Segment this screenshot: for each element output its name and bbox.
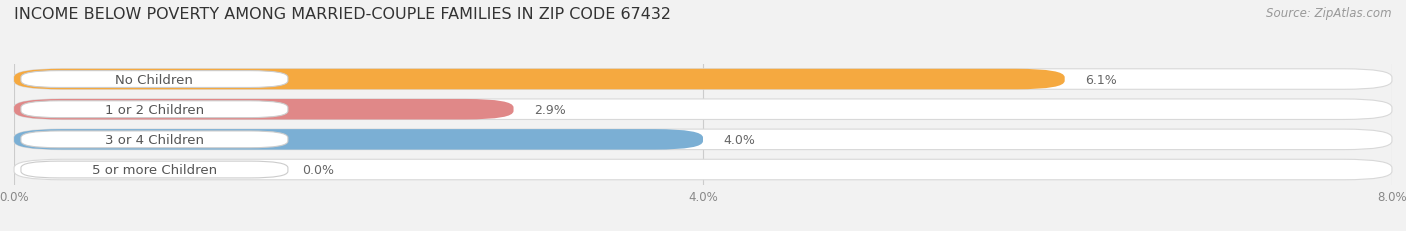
Text: 1 or 2 Children: 1 or 2 Children (105, 103, 204, 116)
Text: 6.1%: 6.1% (1085, 73, 1118, 86)
FancyBboxPatch shape (14, 100, 1392, 120)
FancyBboxPatch shape (14, 130, 703, 150)
FancyBboxPatch shape (21, 161, 288, 178)
Text: 3 or 4 Children: 3 or 4 Children (105, 133, 204, 146)
FancyBboxPatch shape (21, 101, 288, 118)
Text: 4.0%: 4.0% (724, 133, 755, 146)
FancyBboxPatch shape (21, 71, 288, 88)
FancyBboxPatch shape (14, 70, 1064, 90)
FancyBboxPatch shape (14, 130, 1392, 150)
Text: Source: ZipAtlas.com: Source: ZipAtlas.com (1267, 7, 1392, 20)
Text: INCOME BELOW POVERTY AMONG MARRIED-COUPLE FAMILIES IN ZIP CODE 67432: INCOME BELOW POVERTY AMONG MARRIED-COUPL… (14, 7, 671, 22)
FancyBboxPatch shape (14, 160, 1392, 180)
Text: 0.0%: 0.0% (302, 163, 333, 176)
FancyBboxPatch shape (14, 70, 1392, 90)
Text: 2.9%: 2.9% (534, 103, 567, 116)
Text: 5 or more Children: 5 or more Children (91, 163, 217, 176)
Text: No Children: No Children (115, 73, 194, 86)
FancyBboxPatch shape (14, 100, 513, 120)
FancyBboxPatch shape (21, 131, 288, 148)
